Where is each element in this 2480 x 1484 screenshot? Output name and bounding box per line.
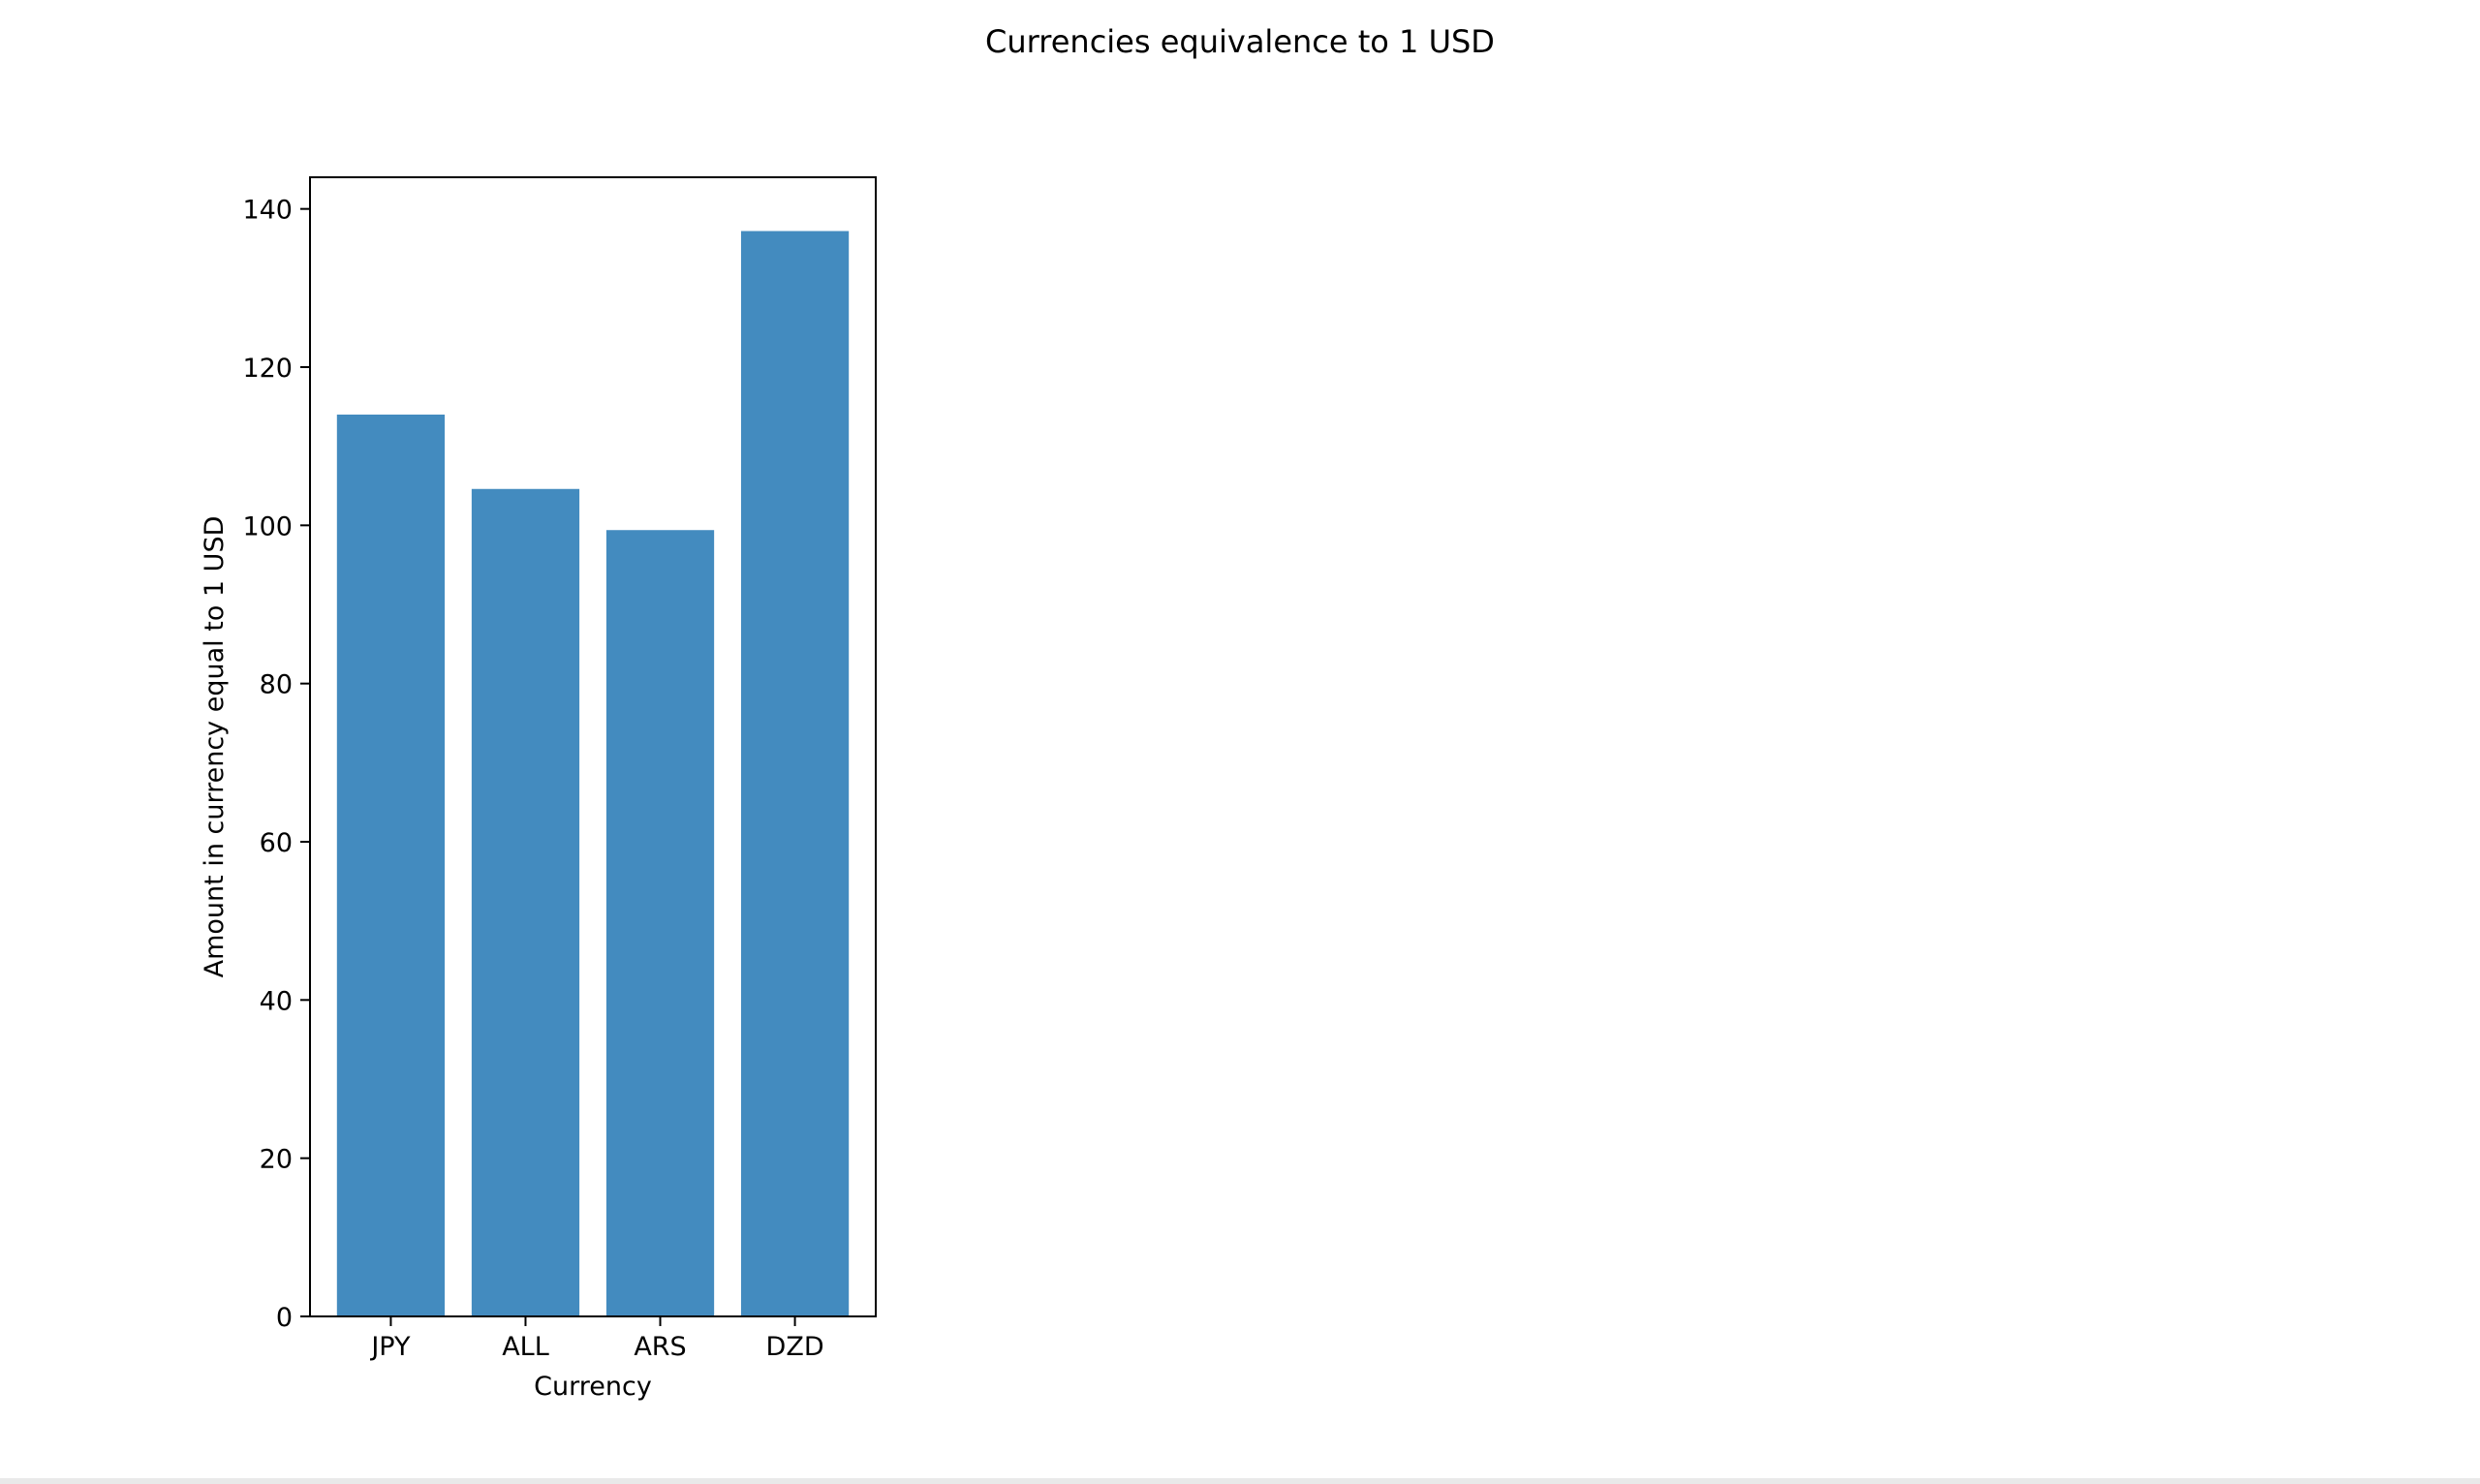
y-tick-label: 140: [242, 196, 293, 226]
y-tick-label: 40: [260, 986, 293, 1016]
y-tick-label: 20: [260, 1145, 293, 1175]
chart-title: Currencies equivalence to 1 USD: [985, 23, 1495, 60]
y-tick-label: 120: [242, 354, 293, 384]
y-axis-ticks: 0 20 40 60 80 100 120 140: [242, 196, 310, 1333]
x-tick-label: JPY: [369, 1332, 411, 1362]
x-axis-ticks: JPY ALL ARS DZD: [369, 1316, 824, 1362]
window-bottom-edge: [0, 1478, 2480, 1484]
y-tick-label: 100: [242, 511, 293, 541]
x-axis-label: Currency: [534, 1372, 652, 1402]
x-tick-label: ALL: [502, 1332, 549, 1362]
y-tick-label: 60: [260, 828, 293, 858]
x-tick-label: DZD: [766, 1332, 824, 1362]
y-tick-label: 0: [276, 1303, 293, 1333]
bar-ars: [605, 530, 715, 1316]
bar-all: [471, 488, 580, 1316]
y-tick-label: 80: [260, 670, 293, 700]
x-tick-label: ARS: [634, 1332, 686, 1362]
bar-jpy: [336, 415, 446, 1316]
bar-dzd: [740, 231, 850, 1317]
bars-group: [336, 231, 850, 1317]
plot-area-frame: [309, 176, 877, 1317]
y-axis-label: Amount in currency equal to 1 USD: [200, 516, 230, 978]
